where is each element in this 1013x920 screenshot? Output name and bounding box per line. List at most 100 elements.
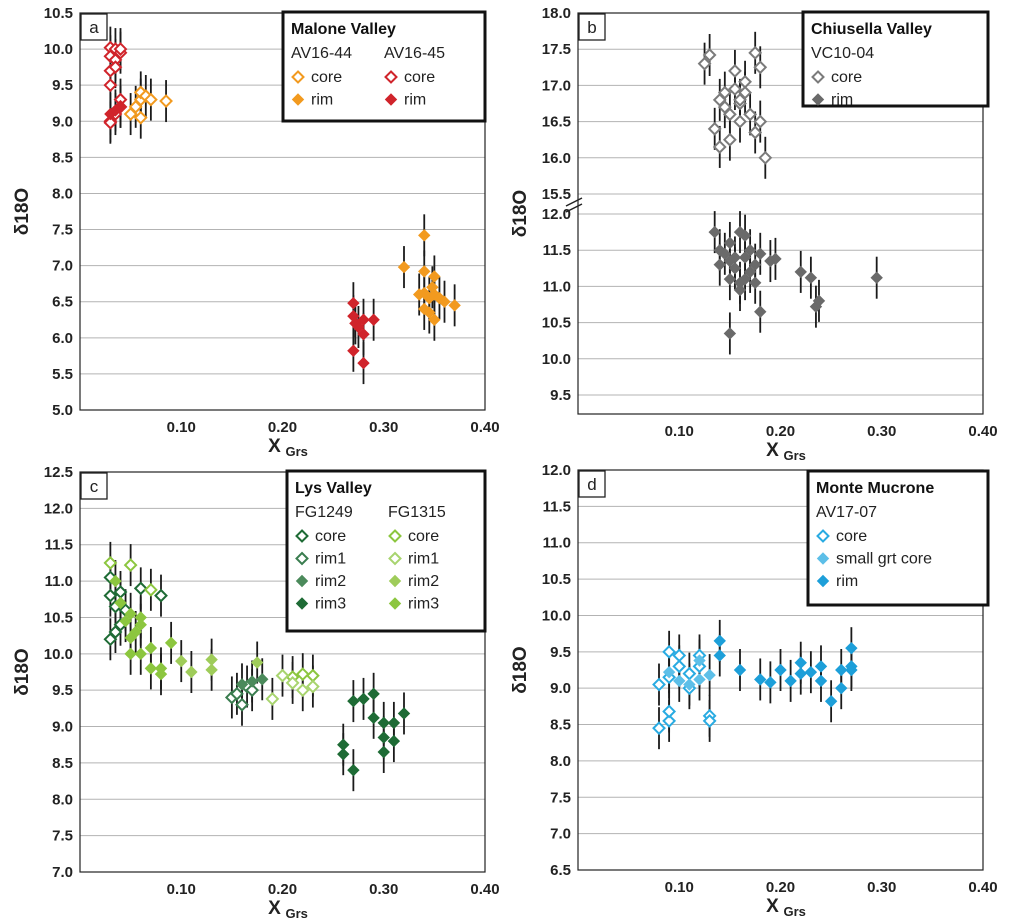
legend-marker — [384, 70, 398, 84]
data-point-d-series-2 — [713, 634, 726, 648]
legend-title: Lys Valley — [295, 480, 372, 497]
data-point-d-series-1 — [673, 674, 686, 688]
y-tick-label: 8.0 — [550, 753, 571, 770]
data-point-c-series-6 — [175, 654, 188, 668]
legend-label: rim2 — [315, 573, 346, 590]
data-point-d-series-2 — [713, 649, 726, 662]
x-axis-label: X — [268, 898, 281, 919]
panel-d: 6.5 7.0 7.5 8.0 8.5 9.0 9.5 10.0 10.5 11.0 11.5 12.… — [510, 462, 998, 919]
x-tick-label: 0.10 — [665, 423, 694, 440]
data-point-c-series-7 — [154, 667, 168, 681]
legend-marker — [816, 574, 830, 588]
y-tick-label: 8.0 — [52, 791, 73, 808]
data-point-c-series-3 — [387, 716, 401, 730]
y-tick-label: 10.5 — [44, 5, 73, 22]
data-point-a-series-1 — [438, 295, 451, 308]
data-point-c-series-5 — [265, 691, 280, 706]
data-point-b-series-0 — [748, 45, 763, 60]
data-point-c-series-4 — [143, 582, 158, 597]
y-tick-label: 9.5 — [550, 644, 571, 661]
data-point-c-series-1 — [235, 697, 249, 712]
y-tick-label: 10.5 — [542, 315, 571, 332]
y-tick-label: 12.0 — [542, 462, 571, 479]
data-point-d-series-0 — [702, 713, 717, 728]
panel-label: c — [90, 477, 99, 496]
data-point-b-series-1 — [728, 262, 742, 275]
y-tick-label: 11.5 — [543, 242, 571, 259]
data-point-c-series-3 — [367, 687, 380, 701]
y-tick-label: 8.0 — [52, 185, 73, 202]
panel-a: 5.0 5.5 6.0 6.5 7.0 7.5 8.0 8.5 9.0 9.5 10.0 10.5 0.… — [12, 5, 500, 459]
data-point-c-series-5 — [295, 683, 310, 698]
data-point-c-series-2 — [245, 675, 259, 688]
legend-marker — [295, 551, 309, 566]
legend-marker — [816, 552, 830, 565]
y-tick-label: 12.5 — [44, 464, 73, 481]
y-tick-label: 10.0 — [542, 351, 571, 368]
y-tick-label: 6.5 — [550, 862, 571, 879]
data-point-d-series-2 — [733, 663, 747, 677]
y-tick-label: 9.0 — [52, 719, 73, 736]
y-tick-label: 17.5 — [542, 41, 571, 58]
data-point-c-series-7 — [144, 662, 158, 675]
legend-sample-name: FG1249 — [295, 504, 353, 521]
data-point-b-series-1 — [804, 271, 818, 284]
data-point-c-series-0 — [103, 632, 118, 647]
data-point-c-series-3 — [347, 763, 360, 777]
x-tick-label: 0.40 — [968, 879, 997, 896]
y-tick-label: 11.5 — [543, 498, 571, 515]
legend-label: rim — [831, 92, 853, 109]
y-tick-label: 9.0 — [550, 680, 571, 697]
y-tick-label: 11.0 — [543, 535, 571, 552]
y-axis-label: δ18O — [12, 648, 33, 695]
data-point-b-series-0 — [717, 85, 732, 100]
legend-title: Malone Valley — [291, 21, 396, 38]
legend-sample-name: VC10-04 — [811, 45, 874, 62]
x-tick-label: 0.30 — [369, 419, 398, 436]
data-point-d-series-1 — [703, 668, 716, 682]
data-point-b-series-0 — [697, 56, 712, 71]
data-point-a-series-1 — [426, 281, 439, 294]
data-point-b-series-1 — [754, 247, 767, 261]
y-tick-label: 12.0 — [44, 500, 73, 517]
x-tick-label: 0.20 — [268, 881, 297, 898]
x-tick-label: 0.40 — [470, 419, 499, 436]
x-axis-label-subscript: Grs — [286, 444, 308, 459]
y-tick-label: 8.5 — [52, 755, 73, 772]
data-point-a-series-3 — [114, 100, 127, 114]
data-point-a-series-2 — [103, 115, 118, 130]
legend-title: Monte Mucrone — [816, 480, 934, 497]
legend-box — [801, 10, 990, 108]
y-tick-label: 7.0 — [52, 258, 73, 275]
data-point-b-series-1 — [748, 276, 762, 289]
legend-marker — [388, 529, 402, 543]
data-point-b-series-0 — [707, 121, 722, 136]
legend-sample-name: AV16-45 — [384, 45, 445, 62]
y-tick-label: 5.0 — [52, 402, 73, 419]
legend-label: small grt core — [836, 551, 932, 568]
data-point-b-series-0 — [722, 132, 737, 147]
data-point-a-series-1 — [418, 229, 431, 242]
data-point-c-series-0 — [103, 570, 118, 585]
x-tick-label: 0.10 — [665, 879, 694, 896]
legend-box — [806, 469, 990, 607]
legend-label: core — [836, 528, 867, 545]
data-point-a-series-3 — [352, 320, 365, 334]
data-point-c-series-4 — [103, 555, 118, 570]
x-tick-label: 0.30 — [867, 423, 896, 440]
legend-marker — [811, 93, 825, 106]
legend-marker — [388, 551, 402, 566]
data-point-c-series-3 — [347, 694, 360, 708]
data-point-d-series-2 — [794, 667, 807, 680]
data-point-a-series-1 — [428, 270, 441, 283]
x-tick-label: 0.20 — [766, 423, 795, 440]
data-point-c-series-3 — [337, 747, 350, 761]
legend-marker — [811, 70, 825, 84]
legend-label: core — [311, 69, 342, 86]
data-point-d-series-0 — [652, 677, 666, 692]
data-point-b-series-1 — [723, 254, 737, 268]
legend-label: rim1 — [408, 551, 439, 568]
data-point-c-series-3 — [377, 716, 390, 730]
data-point-c-series-7 — [119, 614, 132, 628]
